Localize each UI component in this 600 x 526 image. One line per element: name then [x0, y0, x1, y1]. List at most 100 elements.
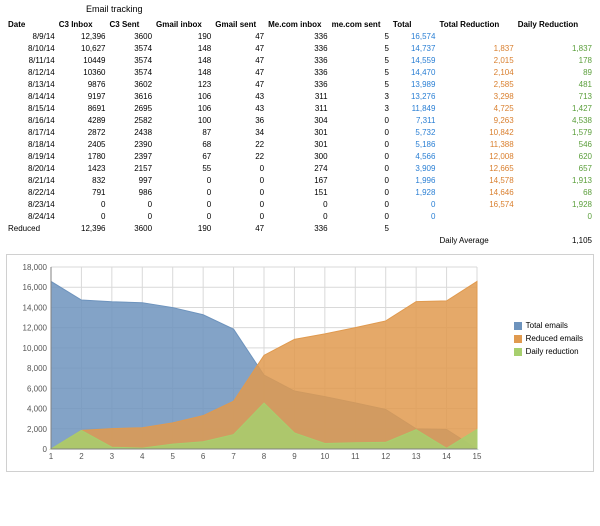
cell-c3i: 12,396	[57, 30, 108, 42]
col-tr: Total Reduction	[437, 18, 515, 30]
svg-text:8,000: 8,000	[27, 364, 48, 373]
daily-avg-cell	[213, 234, 266, 246]
table-row: 8/10/1410,627357414847336514,7371,8371,8…	[6, 42, 594, 54]
cell-c3s: 3602	[108, 78, 155, 90]
cell-dr: 620	[516, 150, 594, 162]
svg-text:12,000: 12,000	[23, 324, 48, 333]
cell-gs: 43	[213, 102, 266, 114]
table-row: 8/24/1400000000	[6, 210, 594, 222]
cell-c3s: 2157	[108, 162, 155, 174]
reduced-cell: 47	[213, 222, 266, 234]
legend-item: Reduced emails	[514, 334, 583, 343]
cell-total: 1,928	[391, 186, 438, 198]
cell-gs: 0	[213, 174, 266, 186]
col-total: Total	[391, 18, 438, 30]
cell-ms: 5	[330, 54, 391, 66]
cell-tr: 3,298	[437, 90, 515, 102]
cell-date: 8/19/14	[6, 150, 57, 162]
cell-ms: 5	[330, 30, 391, 42]
cell-ms: 0	[330, 198, 391, 210]
cell-tr: 2,104	[437, 66, 515, 78]
cell-ms: 0	[330, 186, 391, 198]
cell-date: 8/16/14	[6, 114, 57, 126]
cell-dr: 481	[516, 78, 594, 90]
cell-gi: 67	[154, 150, 213, 162]
cell-total: 5,732	[391, 126, 438, 138]
table-row: 8/16/14428925821003630407,3119,2634,538	[6, 114, 594, 126]
chart-legend: Total emailsReduced emailsDaily reductio…	[514, 321, 583, 360]
cell-dr: 89	[516, 66, 594, 78]
cell-mi: 336	[266, 30, 329, 42]
table-row: 8/13/149876360212347336513,9892,585481	[6, 78, 594, 90]
svg-text:8: 8	[262, 452, 267, 461]
table-row: 8/11/1410449357414847336514,5592,015178	[6, 54, 594, 66]
cell-tr: 14,578	[437, 174, 515, 186]
cell-total: 13,276	[391, 90, 438, 102]
cell-c3i: 0	[57, 210, 108, 222]
cell-ms: 3	[330, 102, 391, 114]
svg-text:2: 2	[79, 452, 84, 461]
cell-gi: 0	[154, 174, 213, 186]
cell-c3s: 986	[108, 186, 155, 198]
cell-tr: 12,008	[437, 150, 515, 162]
cell-date: 8/11/14	[6, 54, 57, 66]
svg-text:4: 4	[140, 452, 145, 461]
cell-gs: 47	[213, 78, 266, 90]
daily-avg-cell	[108, 234, 155, 246]
reduced-cell: 190	[154, 222, 213, 234]
cell-dr: 713	[516, 90, 594, 102]
cell-gi: 123	[154, 78, 213, 90]
cell-c3i: 9197	[57, 90, 108, 102]
svg-text:16,000: 16,000	[23, 283, 48, 292]
col-ms: me.com sent	[330, 18, 391, 30]
email-table: Date C3 Inbox C3 Sent Gmail inbox Gmail …	[6, 18, 594, 246]
cell-ms: 5	[330, 66, 391, 78]
cell-total: 1,996	[391, 174, 438, 186]
col-dr: Daily Reduction	[516, 18, 594, 30]
cell-dr: 546	[516, 138, 594, 150]
daily-avg-cell	[330, 234, 391, 246]
svg-text:1: 1	[49, 452, 54, 461]
cell-gs: 34	[213, 126, 266, 138]
cell-mi: 300	[266, 150, 329, 162]
cell-c3i: 10,627	[57, 42, 108, 54]
cell-dr: 1,837	[516, 42, 594, 54]
legend-label: Reduced emails	[526, 334, 583, 343]
table-row: 8/17/1428722438873430105,73210,8421,579	[6, 126, 594, 138]
cell-dr: 1,427	[516, 102, 594, 114]
cell-gs: 47	[213, 30, 266, 42]
cell-c3s: 3600	[108, 30, 155, 42]
cell-c3s: 3574	[108, 42, 155, 54]
svg-text:4,000: 4,000	[27, 405, 48, 414]
svg-text:2,000: 2,000	[27, 425, 48, 434]
svg-text:3: 3	[110, 452, 115, 461]
cell-gs: 47	[213, 66, 266, 78]
cell-tr: 12,665	[437, 162, 515, 174]
reduced-cell: 5	[330, 222, 391, 234]
cell-mi: 0	[266, 210, 329, 222]
col-c3i: C3 Inbox	[57, 18, 108, 30]
daily-avg-cell	[154, 234, 213, 246]
table-row: 8/18/1424052390682230105,18611,388546	[6, 138, 594, 150]
cell-ms: 0	[330, 126, 391, 138]
cell-total: 0	[391, 210, 438, 222]
cell-date: 8/24/14	[6, 210, 57, 222]
cell-mi: 301	[266, 126, 329, 138]
cell-tr	[437, 210, 515, 222]
cell-c3i: 1423	[57, 162, 108, 174]
svg-text:7: 7	[231, 452, 236, 461]
col-mi: Me.com inbox	[266, 18, 329, 30]
cell-c3i: 1780	[57, 150, 108, 162]
reduced-cell: 336	[266, 222, 329, 234]
cell-mi: 151	[266, 186, 329, 198]
page-title: Email tracking	[86, 4, 594, 14]
cell-ms: 0	[330, 150, 391, 162]
daily-avg-cell: 1,105	[516, 234, 594, 246]
svg-text:12: 12	[381, 452, 390, 461]
cell-gi: 68	[154, 138, 213, 150]
cell-tr: 14,646	[437, 186, 515, 198]
cell-ms: 0	[330, 174, 391, 186]
svg-text:10: 10	[320, 452, 329, 461]
cell-mi: 336	[266, 78, 329, 90]
cell-gi: 106	[154, 102, 213, 114]
